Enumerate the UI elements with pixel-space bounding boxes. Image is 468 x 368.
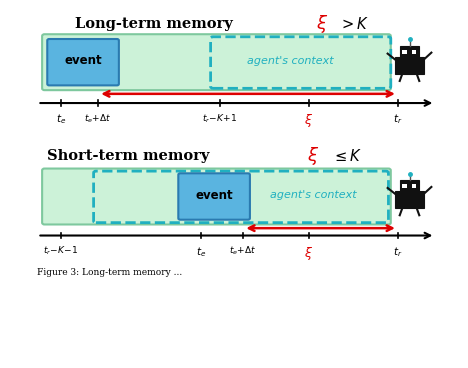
Text: $\xi$: $\xi$: [307, 145, 319, 167]
Text: $t_r\!-\!K\!+\!1$: $t_r\!-\!K\!+\!1$: [202, 112, 238, 125]
FancyBboxPatch shape: [395, 57, 424, 74]
FancyBboxPatch shape: [411, 184, 416, 188]
FancyBboxPatch shape: [402, 184, 407, 188]
Text: $t_r$: $t_r$: [393, 245, 402, 258]
FancyBboxPatch shape: [42, 169, 391, 224]
Text: $t_e\!+\!\Delta t$: $t_e\!+\!\Delta t$: [84, 112, 112, 125]
Text: Figure 3: Long-term memory ...: Figure 3: Long-term memory ...: [37, 268, 183, 277]
FancyBboxPatch shape: [47, 39, 119, 85]
FancyBboxPatch shape: [42, 34, 391, 90]
Text: agent's context: agent's context: [270, 190, 357, 200]
FancyBboxPatch shape: [402, 50, 407, 54]
Text: Short-term memory: Short-term memory: [47, 149, 214, 163]
Text: agent's context: agent's context: [247, 56, 334, 66]
Text: $t_r\!-\!K\!-\!1$: $t_r\!-\!K\!-\!1$: [43, 245, 79, 257]
Text: $ > K$: $ > K$: [339, 16, 370, 32]
FancyBboxPatch shape: [400, 46, 419, 57]
Text: $ \leq K$: $ \leq K$: [332, 148, 363, 164]
Text: event: event: [64, 54, 102, 67]
FancyBboxPatch shape: [395, 191, 424, 208]
FancyBboxPatch shape: [411, 50, 416, 54]
Text: $t_r$: $t_r$: [393, 112, 402, 126]
Text: $\xi$: $\xi$: [304, 245, 314, 262]
Text: $t_e$: $t_e$: [56, 112, 66, 126]
Text: $\xi$: $\xi$: [316, 13, 328, 35]
Text: event: event: [195, 188, 233, 202]
FancyBboxPatch shape: [400, 180, 419, 191]
Text: $\xi$: $\xi$: [304, 112, 314, 129]
Text: Long-term memory: Long-term memory: [75, 17, 238, 31]
FancyBboxPatch shape: [178, 173, 250, 220]
Text: $t_e\!+\!\Delta t$: $t_e\!+\!\Delta t$: [229, 245, 257, 257]
Text: $t_e$: $t_e$: [196, 245, 206, 258]
